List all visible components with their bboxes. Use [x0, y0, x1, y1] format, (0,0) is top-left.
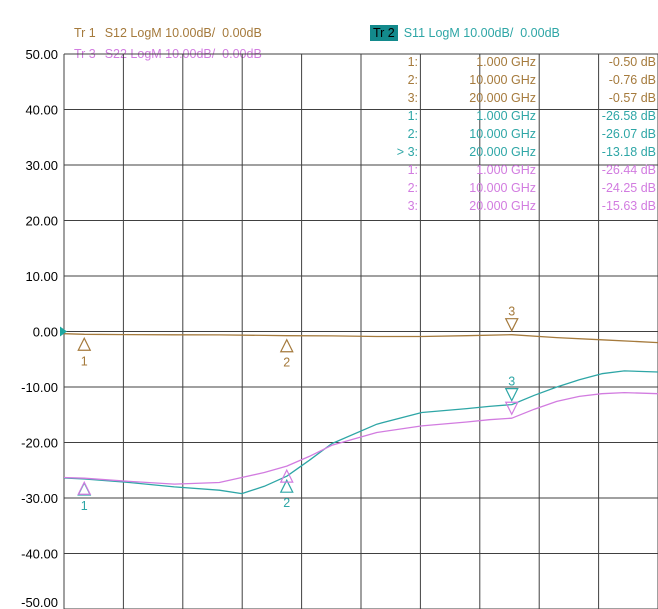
- tr2-marker-label: 2: [283, 496, 290, 510]
- y-tick-label: -20.00: [21, 436, 58, 451]
- marker-table-freq: 1.000 GHz: [476, 163, 536, 177]
- y-tick-label: 0.00: [33, 325, 58, 340]
- tr1-marker-label: 2: [283, 356, 290, 370]
- marker-table-freq: 10.000 GHz: [469, 73, 536, 87]
- tr2-marker-1[interactable]: [78, 483, 90, 495]
- marker-table-freq: 1.000 GHz: [476, 55, 536, 69]
- marker-table-value: -26.58 dB: [602, 109, 656, 123]
- marker-table-value: -0.57 dB: [609, 91, 656, 105]
- marker-table-value: -15.63 dB: [602, 199, 656, 213]
- tr2-marker-3[interactable]: [506, 389, 518, 401]
- tr2-marker-label: 3: [508, 375, 515, 389]
- y-tick-label: 50.00: [25, 47, 58, 62]
- marker-table-num: 3:: [408, 199, 418, 213]
- marker-table-num: > 3:: [397, 145, 418, 159]
- y-tick-label: -30.00: [21, 491, 58, 506]
- marker-table-value: -26.07 dB: [602, 127, 656, 141]
- y-tick-label: 20.00: [25, 214, 58, 229]
- y-tick-label: -40.00: [21, 547, 58, 562]
- marker-table-freq: 20.000 GHz: [469, 145, 536, 159]
- marker-table-num: 1:: [408, 109, 418, 123]
- marker-table-value: -24.25 dB: [602, 181, 656, 195]
- marker-table-value: -26.44 dB: [602, 163, 656, 177]
- marker-table-freq: 10.000 GHz: [469, 127, 536, 141]
- marker-table-num: 2:: [408, 181, 418, 195]
- y-tick-label: -10.00: [21, 380, 58, 395]
- y-tick-label: 30.00: [25, 158, 58, 173]
- y-tick-label: 40.00: [25, 103, 58, 118]
- marker-table-num: 2:: [408, 73, 418, 87]
- marker-table-value: -0.76 dB: [609, 73, 656, 87]
- marker-table-num: 1:: [408, 163, 418, 177]
- marker-table-num: 1:: [408, 55, 418, 69]
- marker-table-value: -13.18 dB: [602, 145, 656, 159]
- marker-table-value: -0.50 dB: [609, 55, 656, 69]
- marker-table-freq: 1.000 GHz: [476, 109, 536, 123]
- tr1-marker-1[interactable]: [78, 338, 90, 350]
- y-tick-label: 10.00: [25, 269, 58, 284]
- marker-table-freq: 20.000 GHz: [469, 91, 536, 105]
- tr1-marker-label: 3: [508, 305, 515, 319]
- marker-table-num: 3:: [408, 91, 418, 105]
- marker-table-freq: 20.000 GHz: [469, 199, 536, 213]
- marker-table-num: 2:: [408, 127, 418, 141]
- tr1-marker-2[interactable]: [281, 340, 293, 352]
- marker-table: 1: 1.000 GHz -0.50 dB 2: 10.000 GHz -0.76 dB 3…: [397, 55, 656, 213]
- y-tick-label: -50.00: [21, 595, 58, 609]
- tr2-marker-label: 1: [81, 499, 88, 513]
- y-axis: 50.00 40.00 30.00 20.00 10.00 0.00 -10.00 -20.0…: [21, 47, 58, 609]
- marker-table-freq: 10.000 GHz: [469, 181, 536, 195]
- tr1-marker-label: 1: [81, 354, 88, 368]
- tr1-marker-3[interactable]: [506, 319, 518, 331]
- plot-grid: [64, 54, 658, 609]
